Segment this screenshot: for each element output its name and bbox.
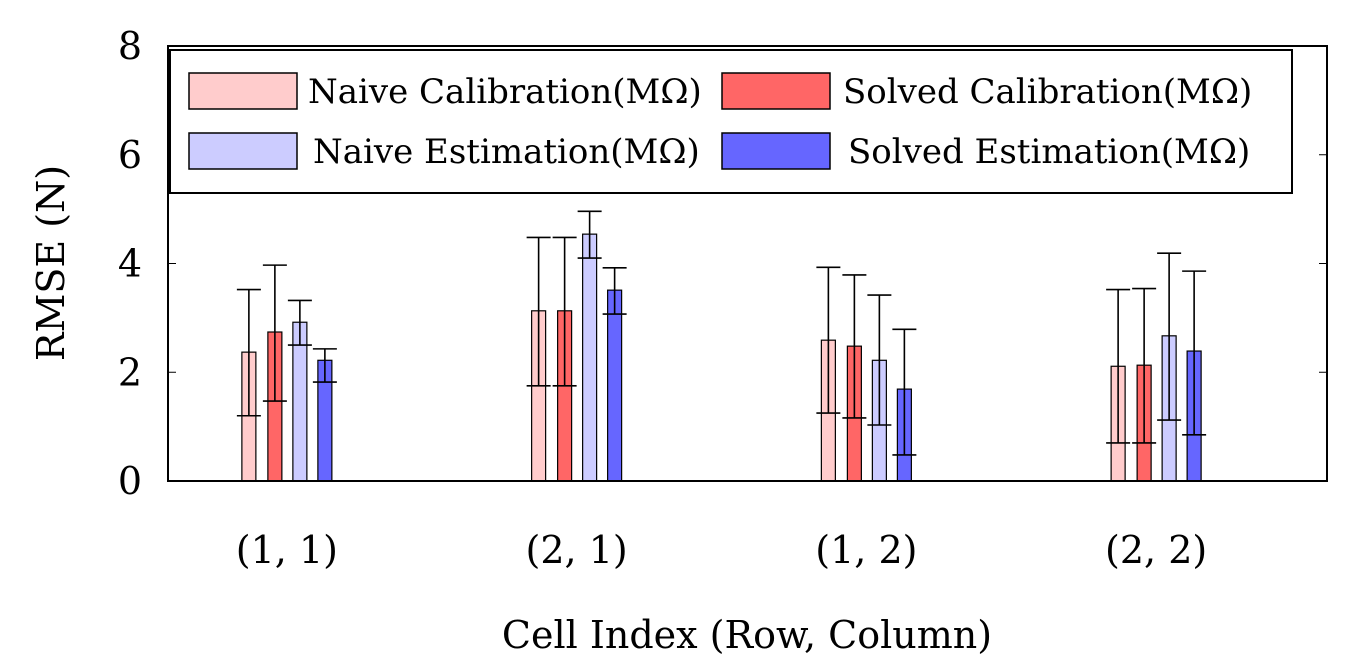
legend-label: Naive Calibration(MΩ) [308, 72, 702, 112]
x-tick-label: (2, 2) [1105, 528, 1207, 572]
legend-label: Solved Calibration(MΩ) [843, 72, 1252, 112]
x-tick-label: (1, 1) [236, 528, 338, 572]
y-tick-label: 2 [118, 350, 142, 394]
y-axis: 0 2 4 6 8 [118, 24, 1327, 503]
y-tick-label: 4 [118, 242, 142, 286]
bars-layer [236, 210, 1207, 482]
x-axis-label: Cell Index (Row, Column) [502, 613, 992, 657]
x-tick-label: (2, 1) [526, 528, 628, 572]
x-axis: (1, 1) (2, 1) (1, 2) (2, 2) [236, 528, 1207, 572]
legend-swatch [188, 72, 298, 110]
legend-label: Solved Estimation(MΩ) [848, 132, 1250, 172]
y-tick-label: 0 [118, 459, 142, 503]
legend-swatch [721, 72, 831, 110]
legend-swatch [188, 132, 298, 170]
bar [582, 233, 598, 482]
legend-swatch [721, 132, 831, 170]
y-axis-label: RMSE (N) [29, 165, 73, 361]
bar [607, 289, 623, 482]
y-tick-label: 8 [118, 24, 142, 68]
x-tick-label: (1, 2) [815, 528, 917, 572]
bar [292, 321, 308, 482]
legend: Naive Calibration(MΩ) Solved Calibration(… [169, 49, 1293, 194]
legend-label: Naive Estimation(MΩ) [313, 132, 700, 172]
y-tick-label: 6 [118, 133, 142, 177]
